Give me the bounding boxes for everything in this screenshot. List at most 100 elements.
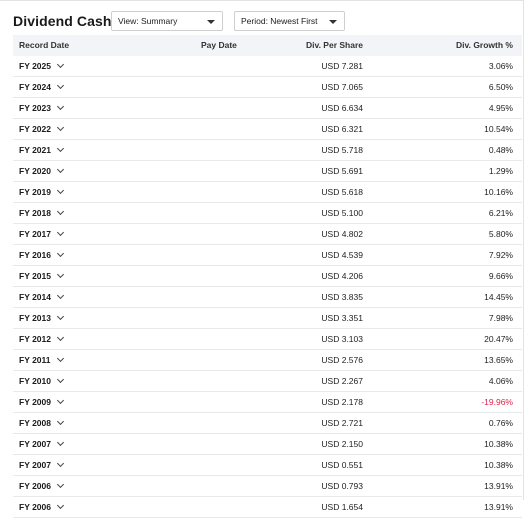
record-date-toggle[interactable]: FY 2022 bbox=[19, 119, 65, 139]
table-row: FY 2024 USD 7.065 6.50% bbox=[13, 77, 522, 98]
record-date-toggle[interactable]: FY 2013 bbox=[19, 308, 65, 328]
table-row: FY 2018 USD 5.100 6.21% bbox=[13, 203, 522, 224]
table-row: FY 2019 USD 5.618 10.16% bbox=[13, 182, 522, 203]
div-per-share-cell: USD 2.178 bbox=[321, 397, 363, 407]
record-date-label: FY 2006 bbox=[19, 502, 51, 512]
div-per-share-cell: USD 3.103 bbox=[321, 334, 363, 344]
record-date-toggle[interactable]: FY 2014 bbox=[19, 287, 65, 307]
div-growth-cell: 0.48% bbox=[488, 145, 513, 155]
table-row: FY 2022 USD 6.321 10.54% bbox=[13, 119, 522, 140]
record-date-toggle[interactable]: FY 2020 bbox=[19, 161, 65, 181]
div-per-share-cell: USD 5.100 bbox=[321, 208, 363, 218]
record-date-label: FY 2022 bbox=[19, 124, 51, 134]
header-record-date[interactable]: Record Date bbox=[19, 40, 70, 50]
record-date-toggle[interactable]: FY 2007 bbox=[19, 434, 65, 454]
record-date-toggle[interactable]: FY 2021 bbox=[19, 140, 65, 160]
chevron-down-icon bbox=[56, 249, 65, 258]
record-date-label: FY 2019 bbox=[19, 187, 51, 197]
table-row: FY 2021 USD 5.718 0.48% bbox=[13, 140, 522, 161]
div-growth-cell: 4.95% bbox=[488, 103, 513, 113]
record-date-toggle[interactable]: FY 2024 bbox=[19, 77, 65, 97]
div-growth-cell: 4.06% bbox=[488, 376, 513, 386]
record-date-toggle[interactable]: FY 2008 bbox=[19, 413, 65, 433]
div-per-share-cell: USD 3.835 bbox=[321, 292, 363, 302]
record-date-label: FY 2020 bbox=[19, 166, 51, 176]
table-body: FY 2025 USD 7.281 3.06% FY 2024 USD 7.065 6.5… bbox=[13, 56, 522, 518]
div-per-share-cell: USD 1.654 bbox=[321, 502, 363, 512]
record-date-toggle[interactable]: FY 2006 bbox=[19, 476, 65, 496]
div-growth-cell: -19.96% bbox=[481, 397, 513, 407]
chevron-down-icon bbox=[56, 102, 65, 111]
record-date-toggle[interactable]: FY 2019 bbox=[19, 182, 65, 202]
div-growth-cell: 3.06% bbox=[488, 61, 513, 71]
record-date-toggle[interactable]: FY 2006 bbox=[19, 497, 65, 517]
header-pay-date[interactable]: Pay Date bbox=[201, 40, 237, 50]
record-date-toggle[interactable]: FY 2010 bbox=[19, 371, 65, 391]
header-div-growth[interactable]: Div. Growth % bbox=[456, 40, 513, 50]
chevron-down-icon bbox=[56, 354, 64, 363]
div-growth-cell: 9.66% bbox=[488, 271, 513, 281]
div-growth-cell: 6.21% bbox=[488, 208, 513, 218]
div-growth-cell: 7.98% bbox=[488, 313, 513, 323]
div-growth-cell: 0.76% bbox=[488, 418, 513, 428]
record-date-label: FY 2016 bbox=[19, 250, 51, 260]
record-date-label: FY 2018 bbox=[19, 208, 51, 218]
table-row: FY 2014 USD 3.835 14.45% bbox=[13, 287, 522, 308]
record-date-toggle[interactable]: FY 2016 bbox=[19, 245, 65, 265]
div-per-share-cell: USD 7.281 bbox=[321, 61, 363, 71]
chevron-down-icon bbox=[56, 81, 65, 90]
record-date-label: FY 2013 bbox=[19, 313, 51, 323]
chevron-down-icon bbox=[56, 375, 65, 384]
record-date-toggle[interactable]: FY 2023 bbox=[19, 98, 65, 118]
record-date-toggle[interactable]: FY 2018 bbox=[19, 203, 65, 223]
caret-down-icon bbox=[207, 20, 215, 24]
table-row: FY 2011 USD 2.576 13.65% bbox=[13, 350, 522, 371]
caret-down-icon bbox=[329, 20, 337, 24]
table-row: FY 2015 USD 4.206 9.66% bbox=[13, 266, 522, 287]
period-select[interactable]: Period: Newest First bbox=[234, 11, 345, 31]
div-growth-cell: 20.47% bbox=[484, 334, 513, 344]
table-row: FY 2006 USD 0.793 13.91% bbox=[13, 476, 522, 497]
record-date-toggle[interactable]: FY 2025 bbox=[19, 56, 65, 76]
div-per-share-cell: USD 0.551 bbox=[321, 460, 363, 470]
record-date-label: FY 2006 bbox=[19, 481, 51, 491]
table-row: FY 2010 USD 2.267 4.06% bbox=[13, 371, 522, 392]
chevron-down-icon bbox=[56, 480, 65, 489]
div-per-share-cell: USD 5.618 bbox=[321, 187, 363, 197]
div-growth-cell: 10.54% bbox=[484, 124, 513, 134]
div-growth-cell: 5.80% bbox=[488, 229, 513, 239]
div-per-share-cell: USD 6.321 bbox=[321, 124, 363, 134]
chevron-down-icon bbox=[56, 186, 65, 195]
record-date-toggle[interactable]: FY 2012 bbox=[19, 329, 65, 349]
div-growth-cell: 13.91% bbox=[484, 502, 513, 512]
record-date-label: FY 2021 bbox=[19, 145, 51, 155]
div-per-share-cell: USD 5.691 bbox=[321, 166, 363, 176]
record-date-toggle[interactable]: FY 2011 bbox=[19, 350, 64, 370]
period-select-label: Period: Newest First bbox=[241, 16, 318, 26]
record-date-toggle[interactable]: FY 2017 bbox=[19, 224, 65, 244]
div-per-share-cell: USD 0.793 bbox=[321, 481, 363, 491]
record-date-toggle[interactable]: FY 2009 bbox=[19, 392, 65, 412]
header-div-per-share[interactable]: Div. Per Share bbox=[305, 40, 363, 50]
div-per-share-cell: USD 4.539 bbox=[321, 250, 363, 260]
table-row: FY 2020 USD 5.691 1.29% bbox=[13, 161, 522, 182]
record-date-toggle[interactable]: FY 2007 bbox=[19, 455, 65, 475]
div-per-share-cell: USD 2.721 bbox=[321, 418, 363, 428]
chevron-down-icon bbox=[56, 144, 65, 153]
record-date-toggle[interactable]: FY 2015 bbox=[19, 266, 65, 286]
div-per-share-cell: USD 4.206 bbox=[321, 271, 363, 281]
div-growth-cell: 1.29% bbox=[488, 166, 513, 176]
record-date-label: FY 2007 bbox=[19, 460, 51, 470]
table-header: Record Date Pay Date Div. Per Share Div.… bbox=[13, 35, 522, 56]
div-per-share-cell: USD 4.802 bbox=[321, 229, 363, 239]
chevron-down-icon bbox=[56, 291, 65, 300]
chevron-down-icon bbox=[56, 228, 65, 237]
view-select[interactable]: View: Summary bbox=[111, 11, 223, 31]
record-date-label: FY 2025 bbox=[19, 61, 51, 71]
div-growth-cell: 10.38% bbox=[484, 460, 513, 470]
record-date-label: FY 2011 bbox=[19, 355, 51, 365]
table-row: FY 2025 USD 7.281 3.06% bbox=[13, 56, 522, 77]
record-date-label: FY 2015 bbox=[19, 271, 51, 281]
table-row: FY 2012 USD 3.103 20.47% bbox=[13, 329, 522, 350]
record-date-label: FY 2023 bbox=[19, 103, 51, 113]
